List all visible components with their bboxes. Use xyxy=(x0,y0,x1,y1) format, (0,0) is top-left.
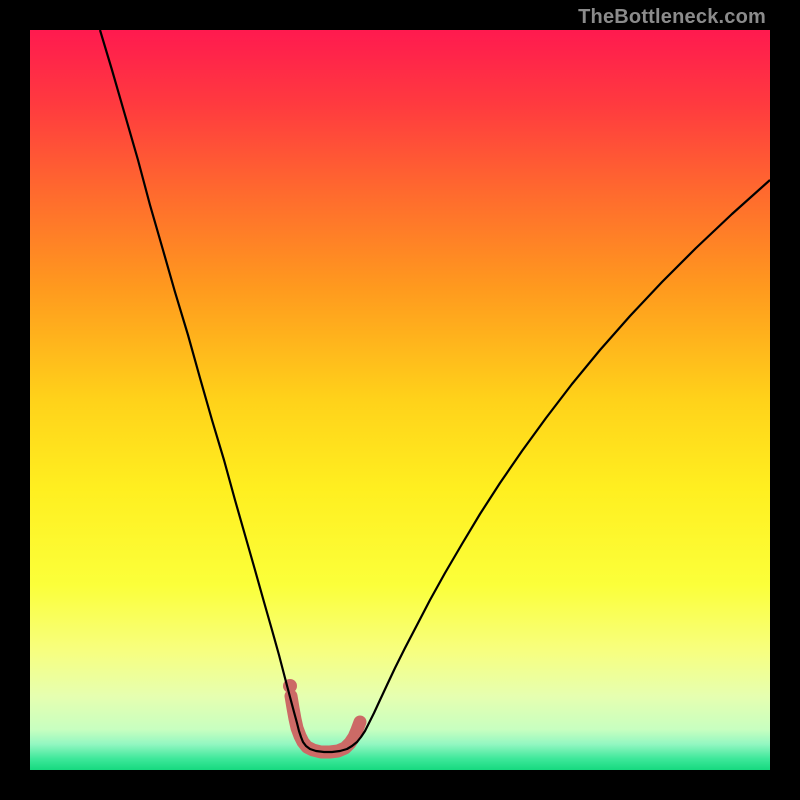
plot-area xyxy=(30,30,770,770)
highlight-u-shape xyxy=(291,696,360,752)
curve-layer xyxy=(30,30,770,770)
main-curve xyxy=(100,30,770,752)
chart-frame: TheBottleneck.com xyxy=(0,0,800,800)
watermark-text: TheBottleneck.com xyxy=(578,6,766,29)
